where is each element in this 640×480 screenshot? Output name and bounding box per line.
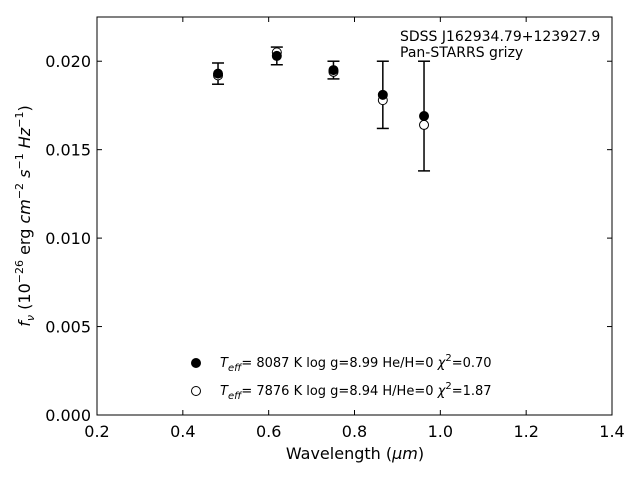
x-tick-label: 1.0 [428, 422, 453, 441]
model-point-open [419, 119, 430, 130]
axes-frame [96, 16, 613, 416]
annotation-object-name: SDSS J162934.79+123927.9 [400, 29, 600, 45]
model-point-filled [419, 111, 430, 122]
legend-entry-2-pre: = 7876 K log g=8.94 H/He=0 [241, 384, 437, 399]
annotation-survey: Pan-STARRS grizy [400, 45, 523, 61]
y-tick-label: 0.020 [45, 52, 91, 71]
x-axis-title: Wavelength (μm) [286, 444, 424, 463]
x-axis-title-text: Wavelength ( [286, 444, 392, 463]
y-tick-label: 0.000 [45, 406, 91, 425]
y-tick-label: 0.005 [45, 318, 91, 337]
model-point-filled [328, 65, 339, 76]
y-axis-title: fν (10−26 erg cm−2 s−1 Hz−1) [13, 105, 37, 326]
x-tick-label: 1.2 [513, 422, 538, 441]
x-tick-label: 0.6 [256, 422, 281, 441]
y-tick-label: 0.015 [45, 141, 91, 160]
legend: Teff= 8087 K log g=8.99 He/H=0 χ2=0.70 T… [191, 353, 492, 402]
x-tick-label: 1.4 [599, 422, 624, 441]
y-tick-label: 0.010 [45, 229, 91, 248]
x-tick-label: 0.8 [342, 422, 367, 441]
data-layer [212, 46, 431, 172]
legend-entry-1-pre: = 8087 K log g=8.99 He/H=0 [241, 356, 437, 371]
axis-ticks: 0.2 0.4 0.6 0.8 1.0 1.2 1.4 0.000 0.005 0.010 0.01… [45, 17, 625, 441]
model-point-filled [213, 68, 224, 79]
legend-entry-2: Teff= 7876 K log g=8.94 H/He=0 χ2=1.87 [220, 381, 492, 402]
legend-marker-filled-circle [191, 358, 201, 368]
legend-entry-1: Teff= 8087 K log g=8.99 He/H=0 χ2=0.70 [220, 353, 492, 374]
x-axis-title-unit: μm [391, 444, 418, 463]
x-tick-label: 0.4 [170, 422, 195, 441]
legend-marker-open-circle [191, 386, 201, 396]
model-point-filled [377, 89, 388, 100]
legend-entry-1-post: =0.70 [452, 356, 492, 371]
model-point-filled [271, 50, 282, 61]
legend-entry-2-post: =1.87 [452, 384, 492, 399]
x-axis-title-close: ) [418, 444, 424, 463]
x-tick-label: 0.2 [84, 422, 109, 441]
